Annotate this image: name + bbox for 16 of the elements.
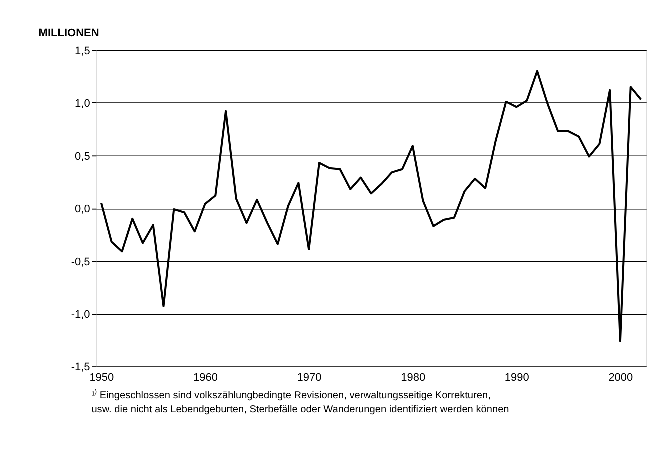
text: ¹⁾ Eingeschlossen sind volkszählungbedingte Revisionen, verwaltungsseitige Korrekturen,	[92, 388, 491, 402]
y-tick-label: 0,0	[75, 204, 90, 216]
x-tick-label: 1950	[90, 372, 114, 384]
y-tick-label: 0,5	[75, 150, 90, 163]
x-tick-label: 1980	[401, 372, 426, 384]
y-tick-label: -1,5	[71, 362, 90, 374]
x-tick-label: 1970	[297, 372, 322, 384]
x-tick-label: 1990	[504, 372, 530, 384]
x-tick-label: 2000	[608, 372, 634, 384]
chart-title: MILLIONEN	[38, 27, 100, 40]
text: usw. die nicht als Lebendgeburten, Sterbefälle oder Wanderungen identifiziert werden können	[92, 404, 510, 416]
y-tick-label: -0,5	[71, 256, 90, 268]
y-tick-label: -1,0	[71, 308, 90, 321]
y-tick-label: 1,0	[75, 98, 90, 110]
x-tick-label: 1960	[193, 372, 218, 384]
y-tick-label: 1,5	[75, 45, 90, 58]
